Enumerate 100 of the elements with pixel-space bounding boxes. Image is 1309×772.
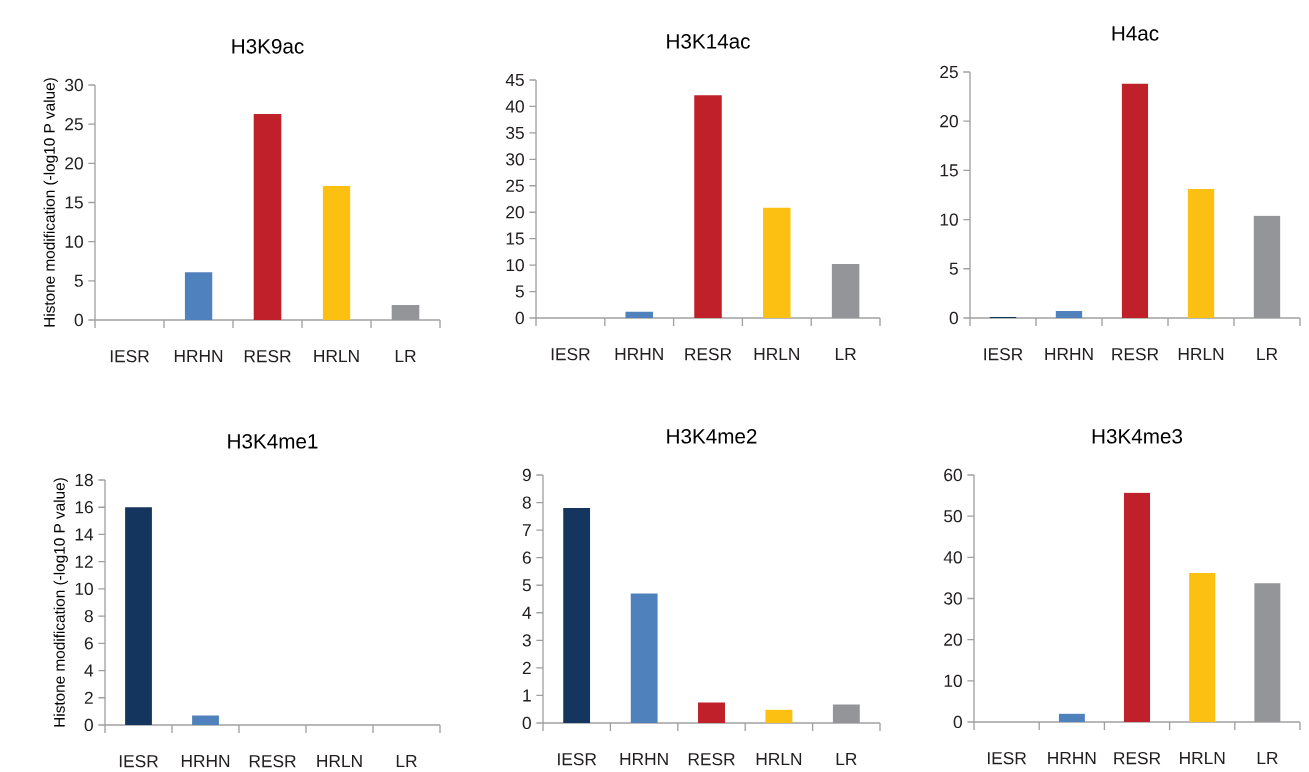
bar <box>765 709 793 724</box>
y-tick-label: 15 <box>65 196 83 209</box>
x-tick-label: IESR <box>987 752 1027 765</box>
x-tick-label: IESR <box>551 348 590 361</box>
bar <box>1058 713 1085 723</box>
y-tick-label: 25 <box>506 179 524 193</box>
y-tick-label: 40 <box>943 551 962 564</box>
y-tick-label: 6 <box>84 637 93 650</box>
bar <box>832 704 860 724</box>
x-tick-label: RESR <box>244 350 291 363</box>
y-tick-label: 40 <box>505 100 524 113</box>
x-tick-label: LR <box>835 348 856 361</box>
y-tick-label: 0 <box>84 718 93 732</box>
y-tick-label: 15 <box>506 232 524 245</box>
x-tick-label: RESR <box>1112 348 1159 361</box>
x-tick-label: HRHN <box>181 755 230 768</box>
x-tick-label: RESR <box>249 755 296 768</box>
chart-title: H3K4me3 <box>1092 429 1183 444</box>
bar <box>1121 83 1149 319</box>
y-tick-label: 7 <box>522 524 531 537</box>
y-tick-label: 0 <box>949 311 958 325</box>
y-tick-label: 1 <box>523 689 531 702</box>
y-tick-label: 9 <box>522 468 531 482</box>
y-tick-label: 10 <box>940 213 958 226</box>
bar <box>1254 583 1281 723</box>
x-tick-label: HRLN <box>754 348 799 361</box>
x-tick-label: IESR <box>110 350 149 363</box>
y-tick-label: 8 <box>84 610 93 623</box>
y-tick-label: 30 <box>506 153 524 166</box>
bar <box>563 508 591 724</box>
bar <box>1253 215 1281 319</box>
y-tick-label: 10 <box>75 582 93 596</box>
y-tick-label: 25 <box>65 118 83 131</box>
x-tick-label: LR <box>1257 348 1278 361</box>
bar <box>253 114 282 321</box>
x-tick-label: IESR <box>984 348 1023 361</box>
bar <box>322 186 351 321</box>
y-tick-label: 14 <box>75 528 94 541</box>
chart-title: H3K4me1 <box>228 434 318 449</box>
y-tick-label: 20 <box>940 115 958 128</box>
y-tick-label: 25 <box>940 65 958 79</box>
y-tick-label: 20 <box>944 633 962 646</box>
y-tick-label: 12 <box>75 555 93 568</box>
x-tick-label: HRLN <box>314 350 359 363</box>
bar <box>763 207 791 319</box>
x-tick-label: IESR <box>558 753 597 766</box>
bar <box>831 264 860 319</box>
y-tick-label: 45 <box>505 74 524 87</box>
y-tick-label: 16 <box>75 501 93 514</box>
chart-title: H3K14ac <box>667 34 750 49</box>
bar <box>1189 573 1216 723</box>
y-tick-label: 5 <box>515 285 524 298</box>
y-tick-label: 35 <box>506 126 524 140</box>
chart-title: H3K4me2 <box>667 429 757 444</box>
bar <box>625 311 653 319</box>
y-tick-label: 6 <box>522 551 531 564</box>
y-tick-label: 3 <box>522 634 531 647</box>
x-tick-label: LR <box>396 755 417 768</box>
y-tick-label: 60 <box>944 468 962 482</box>
chart-title: H3K9ac <box>232 39 304 54</box>
x-tick-label: LR <box>836 753 857 766</box>
x-tick-label: HRLN <box>1178 348 1224 361</box>
y-tick-label: 5 <box>949 262 958 275</box>
bar <box>1187 189 1215 319</box>
x-tick-label: HRHN <box>615 348 663 361</box>
x-tick-label: RESR <box>685 348 732 361</box>
bar <box>391 305 420 321</box>
y-tick-label: 0 <box>74 313 83 327</box>
x-tick-label: HRHN <box>174 350 223 363</box>
y-tick-label: 8 <box>522 496 531 509</box>
x-tick-label: HRHN <box>1045 348 1093 361</box>
y-tick-label: 50 <box>944 510 962 523</box>
y-tick-label: 18 <box>75 473 93 487</box>
x-tick-label: RESR <box>1114 752 1161 765</box>
y-tick-label: 0 <box>522 716 531 730</box>
x-tick-label: LR <box>1257 752 1278 765</box>
y-tick-label: 0 <box>953 715 962 729</box>
y-tick-label: 15 <box>940 164 958 177</box>
y-tick-label: 20 <box>506 206 524 219</box>
bar <box>1123 492 1151 723</box>
y-tick-label: 10 <box>506 259 524 272</box>
y-tick-label: 30 <box>65 78 83 92</box>
x-tick-label: IESR <box>119 755 158 768</box>
y-tick-label: 2 <box>522 661 531 675</box>
x-tick-label: HRLN <box>1180 752 1225 765</box>
bar <box>694 95 722 319</box>
y-axis-title: Histone modification (-log10 P value) <box>53 478 68 727</box>
y-tick-label: 0 <box>515 311 524 325</box>
x-tick-label: HRLN <box>756 753 802 766</box>
y-tick-label: 10 <box>65 235 83 248</box>
bar <box>1055 311 1083 319</box>
y-tick-label: 5 <box>74 274 83 287</box>
x-tick-label: HRHN <box>1048 752 1096 765</box>
x-tick-label: HRLN <box>317 755 362 768</box>
x-tick-label: LR <box>395 350 416 363</box>
bar <box>630 593 658 724</box>
x-tick-label: RESR <box>688 753 735 766</box>
chart-title: H4ac <box>1112 26 1159 41</box>
x-tick-label: HRHN <box>620 753 668 766</box>
y-tick-label: 4 <box>522 606 532 619</box>
